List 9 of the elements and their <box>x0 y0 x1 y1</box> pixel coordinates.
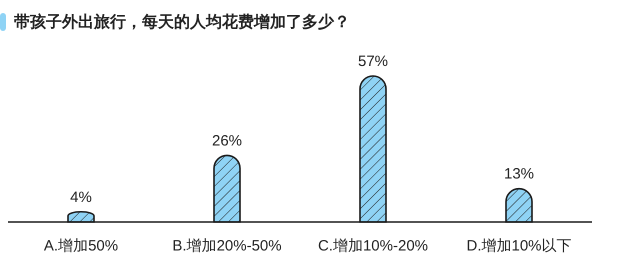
data-label: 13% <box>504 166 534 183</box>
x-tick-label: A.增加50% <box>44 238 118 255</box>
chart-title: 带孩子外出旅行，每天的人均花费增加了多少？ <box>14 12 350 32</box>
x-tick-label: D.增加10%以下 <box>466 238 572 255</box>
data-label: 57% <box>358 53 388 70</box>
data-label: 4% <box>70 188 92 206</box>
x-tick-label: B.增加20%-50% <box>172 238 282 255</box>
x-tick-label: C.增加10%-20% <box>318 238 428 255</box>
data-label: 26% <box>212 132 242 150</box>
